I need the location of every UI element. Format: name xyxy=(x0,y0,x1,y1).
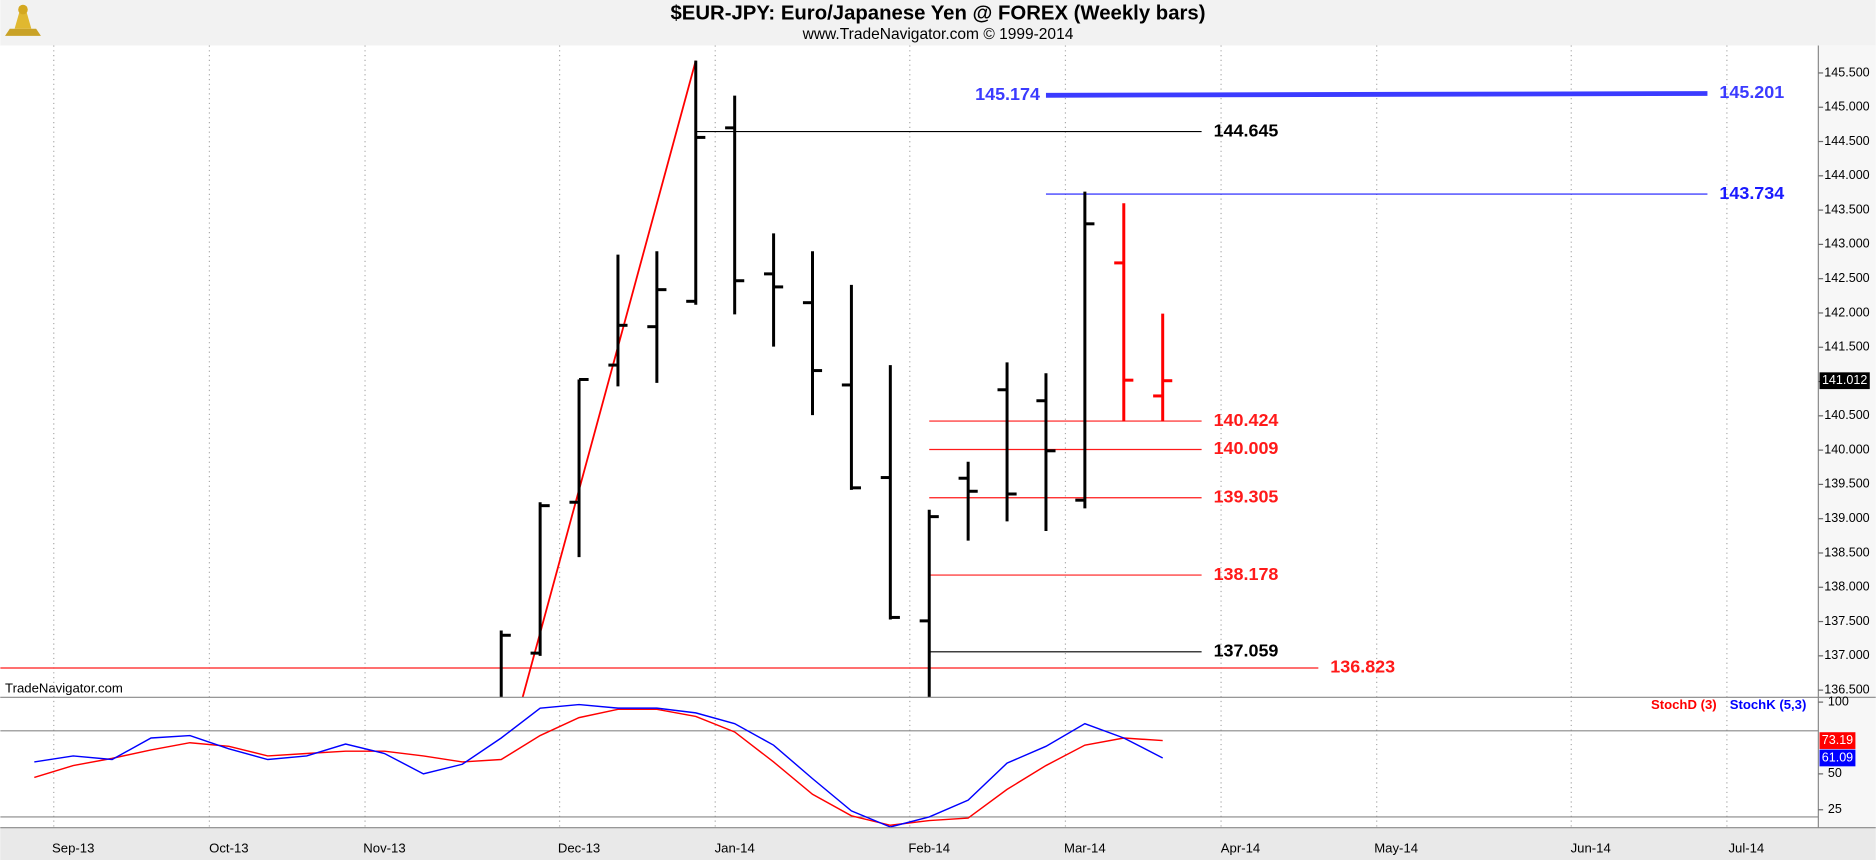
stoch-line xyxy=(34,708,1163,826)
y-tick-label: 137.000 xyxy=(1824,648,1869,662)
chart-subtitle: www.TradeNavigator.com © 1999-2014 xyxy=(802,26,1074,43)
x-tick-label: Jan-14 xyxy=(715,841,755,856)
price-panel xyxy=(0,60,1708,698)
y-tick-label: 25 xyxy=(1828,802,1842,816)
y-tick-label: 145.500 xyxy=(1824,65,1869,79)
x-tick-label: Sep-13 xyxy=(52,841,94,856)
last-value-box xyxy=(1819,732,1856,749)
y-tick-label: 137.500 xyxy=(1824,614,1869,628)
level-label: 140.009 xyxy=(1214,438,1279,458)
last-value-label: 61.09 xyxy=(1822,750,1853,764)
y-tick-label: 144.000 xyxy=(1824,168,1869,182)
level-line xyxy=(521,60,697,698)
header-band xyxy=(0,0,1876,46)
logo-top xyxy=(18,4,28,15)
x-tick-label: Nov-13 xyxy=(363,841,405,856)
last-value-box xyxy=(1819,749,1856,767)
watermark: TradeNavigator.com xyxy=(5,680,123,695)
y-tick-label: 138.500 xyxy=(1824,545,1869,559)
y-tick-label: 143.500 xyxy=(1824,202,1869,216)
level-label: 137.059 xyxy=(1214,641,1279,661)
logo-base xyxy=(5,28,41,36)
y-tick-label: 136.500 xyxy=(1824,682,1869,696)
y-tick-label: 139.500 xyxy=(1824,477,1869,491)
axes: 136.500 137.000 137.500 138.000 138.500 139.0… xyxy=(0,45,1876,856)
labels: 145.201 145.174 144.645 143.734 140.424 140.0… xyxy=(975,82,1870,767)
x-tick-label: May-14 xyxy=(1374,841,1418,856)
chart-title: $EUR-JPY: Euro/Japanese Yen @ FOREX (Wee… xyxy=(671,3,1206,25)
level-label: 138.178 xyxy=(1214,564,1279,584)
x-tick-label: Mar-14 xyxy=(1064,841,1106,856)
y-axis-band xyxy=(1818,45,1876,828)
x-tick-label: Jul-14 xyxy=(1728,841,1764,856)
level-label: 145.174 xyxy=(975,84,1040,104)
y-tick-label: 143.000 xyxy=(1824,237,1869,251)
last-price-label: 141.012 xyxy=(1822,373,1867,387)
logo-body xyxy=(14,11,32,29)
y-tick-label: 145.000 xyxy=(1824,100,1869,114)
y-tick-label: 142.500 xyxy=(1824,271,1869,285)
level-label: 144.645 xyxy=(1214,120,1279,140)
legend-entry: StochK (5,3) xyxy=(1730,697,1807,712)
x-tick-label: Jun-14 xyxy=(1571,841,1611,856)
last-price-box xyxy=(1819,372,1870,390)
x-tick-label: Apr-14 xyxy=(1221,841,1260,856)
level-label: 139.305 xyxy=(1214,487,1279,507)
level-label: 145.201 xyxy=(1719,82,1784,102)
x-tick-label: Feb-14 xyxy=(908,841,950,856)
y-tick-label: 140.500 xyxy=(1824,408,1869,422)
level-label: 140.424 xyxy=(1214,410,1279,430)
level-label: 143.734 xyxy=(1719,183,1784,203)
stoch-line xyxy=(34,703,1164,828)
stoch-panel xyxy=(0,703,1819,828)
legend-entry: StochD (3) xyxy=(1651,697,1717,712)
y-tick-label: 50 xyxy=(1828,766,1842,780)
y-tick-label: 140.000 xyxy=(1824,442,1869,456)
y-tick-label: 144.500 xyxy=(1824,134,1869,148)
x-axis-band xyxy=(0,827,1876,860)
y-tick-label: 138.000 xyxy=(1824,580,1869,594)
y-tick-label: 139.000 xyxy=(1824,511,1869,525)
level-label: 136.823 xyxy=(1330,657,1395,677)
x-tick-label: Oct-13 xyxy=(209,841,248,856)
x-tick-label: Dec-13 xyxy=(558,841,600,856)
level-line xyxy=(1045,91,1708,98)
y-tick-label: 100 xyxy=(1828,694,1849,708)
y-tick-label: 141.500 xyxy=(1824,340,1869,354)
last-value-label: 73.19 xyxy=(1822,733,1853,747)
y-tick-label: 142.000 xyxy=(1824,305,1869,319)
logo xyxy=(5,4,41,36)
